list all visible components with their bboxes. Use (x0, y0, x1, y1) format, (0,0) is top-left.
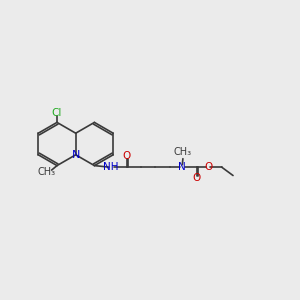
Text: O: O (193, 173, 201, 184)
Text: NH: NH (103, 162, 119, 172)
Text: N: N (178, 162, 186, 172)
Text: CH₃: CH₃ (38, 167, 56, 177)
Text: O: O (123, 151, 131, 161)
Text: CH₃: CH₃ (174, 147, 192, 157)
Text: O: O (204, 162, 212, 172)
Text: Cl: Cl (52, 108, 62, 118)
Text: N: N (71, 150, 80, 160)
